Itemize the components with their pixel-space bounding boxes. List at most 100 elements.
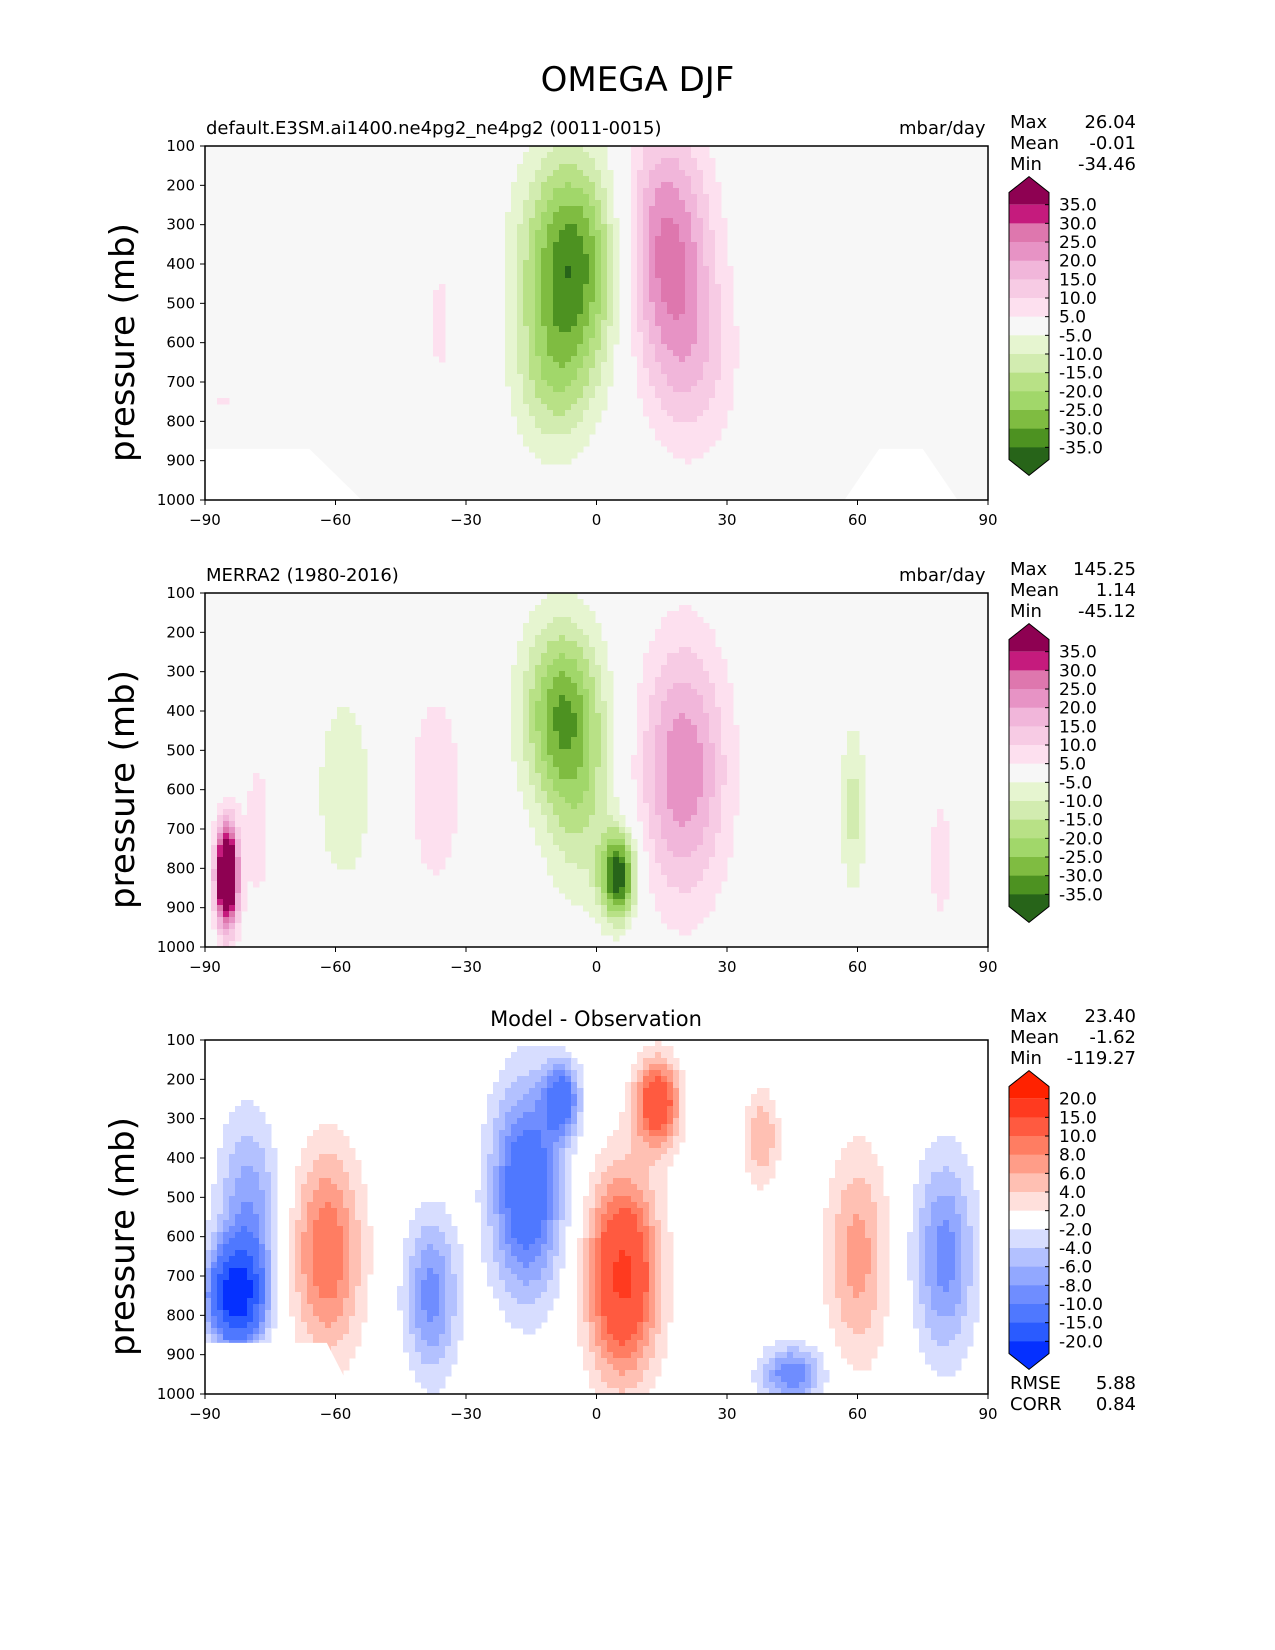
contour-cell [703,416,710,423]
contour-cell [685,302,692,309]
contour-cell [931,839,938,846]
contour-cell [571,899,578,906]
contour-cell [673,410,680,417]
contour-cell [583,392,590,399]
contour-cell [337,791,344,798]
contour-cell [331,1286,338,1293]
contour-cell [607,374,614,381]
contour-cell [637,218,644,225]
contour-cell [715,785,722,792]
contour-cell [727,827,734,834]
contour-cell [241,1334,248,1341]
contour-cell [511,188,518,195]
contour-cell [217,1322,224,1329]
contour-cell [433,773,440,780]
contour-cell [703,773,710,780]
contour-cell [517,350,524,357]
contour-cell [619,845,626,852]
contour-cell [247,1142,254,1149]
contour-cell [343,791,350,798]
contour-cell [583,827,590,834]
contour-cell [667,170,674,177]
contour-cell [847,785,854,792]
contour-cell [529,200,536,207]
contour-cell [667,410,674,417]
contour-cell [259,1208,266,1215]
contour-cell [583,386,590,393]
contour-cell [535,797,542,804]
contour-cell [433,785,440,792]
contour-cell [547,743,554,750]
contour-cell [319,1286,326,1293]
contour-cell [433,731,440,738]
contour-cell [685,188,692,195]
contour-cell [217,917,224,924]
contour-cell [727,392,734,399]
contour-cell [535,392,542,399]
contour-cell [655,290,662,297]
contour-cell [613,284,620,291]
contour-cell [859,821,866,828]
contour-cell [709,839,716,846]
contour-cell [571,182,578,189]
contour-cell [721,224,728,231]
contour-cell [337,1142,344,1149]
contour-cell [319,1328,326,1335]
contour-cell [859,785,866,792]
contour-cell [595,158,602,165]
contour-cell [553,791,560,798]
contour-cell [241,857,248,864]
contour-cell [319,1244,326,1251]
contour-cell [577,803,584,810]
contour-cell [529,821,536,828]
contour-cell [619,875,626,882]
contour-cell [229,1112,236,1119]
contour-cell [685,416,692,423]
contour-cell [523,731,530,738]
contour-cell [601,188,608,195]
contour-cell [247,1292,254,1299]
contour-cell [937,875,944,882]
contour-cell [607,200,614,207]
contour-cell [547,176,554,183]
contour-cell [661,164,668,171]
contour-cell [229,893,236,900]
contour-cell [241,893,248,900]
colorbar-label: 20.0 [1059,252,1097,272]
contour-cell [613,314,620,321]
contour-cell [355,1244,362,1251]
contour-cell [337,1280,344,1287]
contour-cell [517,218,524,225]
contour-cell [721,308,728,315]
contour-cell [583,749,590,756]
contour-cell [577,725,584,732]
colorbar: 35.030.025.020.015.010.05.0-5.0-10.0-15.… [1008,176,1103,476]
contour-cell [679,653,686,660]
contour-cell [301,1154,308,1161]
contour-cell [589,386,596,393]
contour-cell [559,701,566,708]
contour-cell [559,797,566,804]
contour-cell [577,284,584,291]
contour-cell [679,737,686,744]
contour-cell [643,170,650,177]
contour-cell [223,1262,230,1269]
contour-cell [547,737,554,744]
contour-cell [529,230,536,237]
contour-cell [553,713,560,720]
contour-cell [589,236,596,243]
contour-cell [589,659,596,666]
contour-cell [517,206,524,213]
contour-cell [331,1298,338,1305]
contour-cell [355,821,362,828]
contour-cell [649,338,656,345]
contour-cell [559,641,566,648]
contour-cell [571,815,578,822]
contour-cell [559,308,566,315]
contour-cell [355,1328,362,1335]
contour-cell [547,188,554,195]
contour-cell [661,917,668,924]
contour-cell [217,833,224,840]
contour-cell [331,1196,338,1203]
contour-cell [619,905,626,912]
